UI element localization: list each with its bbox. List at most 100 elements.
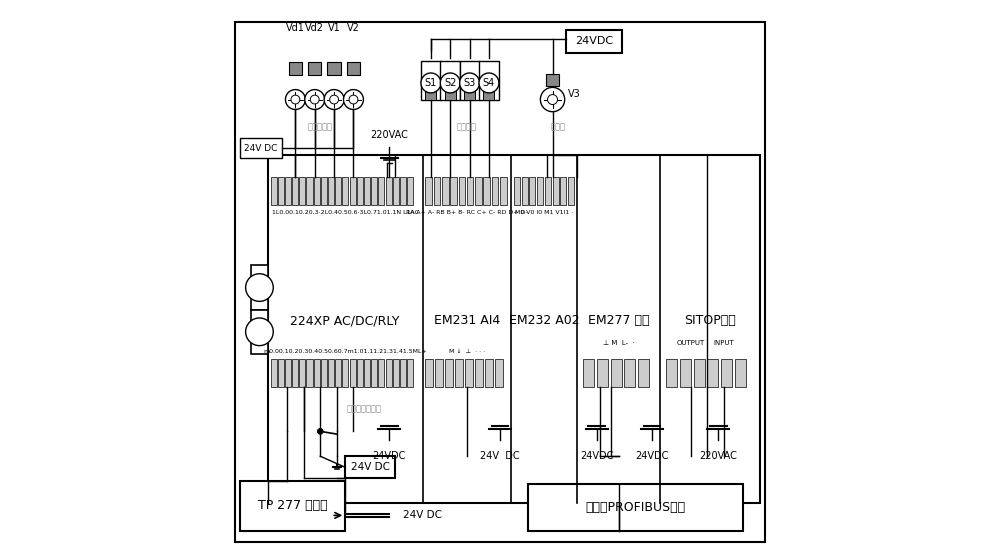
Bar — [321, 359, 327, 387]
Text: 压力采集: 压力采集 — [457, 123, 477, 132]
Bar — [393, 359, 399, 387]
Bar — [364, 177, 370, 205]
Bar — [666, 359, 677, 387]
Bar — [240, 481, 345, 531]
Circle shape — [246, 274, 273, 301]
Bar — [251, 265, 268, 310]
Text: V2: V2 — [347, 23, 360, 33]
Bar — [492, 177, 498, 205]
Bar — [321, 177, 327, 205]
Bar — [638, 359, 649, 387]
Bar — [285, 359, 291, 387]
Text: 控制电磁阀: 控制电磁阀 — [308, 123, 333, 132]
Bar — [566, 30, 622, 53]
Bar — [529, 177, 535, 205]
Bar — [485, 359, 493, 387]
Text: S4: S4 — [483, 78, 495, 88]
Bar — [342, 359, 348, 387]
Bar — [455, 359, 463, 387]
Text: 控制接钮或开关: 控制接钮或开关 — [347, 405, 382, 414]
Circle shape — [330, 95, 339, 104]
Text: EM231 AI4: EM231 AI4 — [434, 314, 500, 327]
Bar — [342, 177, 348, 205]
Text: V3: V3 — [568, 89, 581, 99]
Circle shape — [548, 95, 558, 105]
Bar — [483, 91, 494, 100]
Circle shape — [421, 73, 441, 93]
Circle shape — [310, 95, 319, 104]
Text: 224XP AC/DC/RLY: 224XP AC/DC/RLY — [290, 314, 400, 327]
Bar — [328, 359, 334, 387]
Text: 24VDC: 24VDC — [580, 451, 613, 461]
Bar — [707, 359, 718, 387]
Bar — [475, 177, 482, 205]
Bar — [597, 359, 608, 387]
Bar — [306, 177, 313, 205]
Circle shape — [285, 90, 305, 109]
Bar — [568, 177, 574, 205]
Bar — [495, 359, 503, 387]
Bar — [308, 62, 321, 75]
Bar — [479, 61, 499, 100]
Bar — [425, 91, 436, 100]
Circle shape — [318, 429, 323, 434]
Bar — [314, 359, 320, 387]
Text: 24V DC: 24V DC — [351, 462, 390, 472]
Text: 24V DC: 24V DC — [244, 144, 277, 153]
Bar — [514, 177, 520, 205]
Bar — [240, 138, 282, 158]
Bar — [425, 359, 433, 387]
Bar — [328, 177, 334, 205]
Bar — [251, 310, 268, 354]
Bar — [440, 61, 460, 100]
Circle shape — [344, 90, 363, 109]
Bar — [407, 177, 413, 205]
Text: M ↓  ⊥  · · ·: M ↓ ⊥ · · · — [449, 348, 485, 354]
Bar — [435, 359, 443, 387]
Circle shape — [291, 95, 300, 104]
Bar — [500, 177, 507, 205]
Text: 1L0.00.10.20.3·2L0.40.50.6·3L0.71.01.1N L1AC: 1L0.00.10.20.3·2L0.40.50.6·3L0.71.01.1N … — [272, 210, 419, 216]
Bar — [445, 91, 456, 100]
Bar — [299, 177, 305, 205]
Bar — [292, 177, 298, 205]
Bar — [583, 359, 594, 387]
Circle shape — [460, 73, 480, 93]
Bar — [364, 359, 370, 387]
Bar — [371, 177, 377, 205]
Bar — [357, 177, 363, 205]
Text: 220VAC: 220VAC — [370, 131, 408, 140]
Bar — [350, 359, 356, 387]
Text: 伺服阀: 伺服阀 — [551, 123, 566, 132]
Bar — [611, 359, 622, 387]
Bar — [314, 177, 320, 205]
Text: EM277 通讯: EM277 通讯 — [588, 314, 650, 327]
Bar — [425, 177, 432, 205]
Text: 24V  DC: 24V DC — [480, 451, 520, 461]
Bar — [285, 177, 291, 205]
Circle shape — [540, 87, 565, 112]
Bar — [335, 177, 341, 205]
Bar — [327, 62, 341, 75]
Bar — [537, 177, 543, 205]
Text: RA A+ A- RB B+ B- RC C+ C- RD D+ D-: RA A+ A- RB B+ B- RC C+ C- RD D+ D- — [406, 210, 528, 216]
Text: V1: V1 — [328, 23, 340, 33]
Bar — [306, 359, 313, 387]
Bar — [528, 484, 743, 531]
Bar — [345, 456, 395, 478]
Bar — [278, 359, 284, 387]
Bar — [407, 359, 413, 387]
Bar — [400, 177, 406, 205]
Bar — [434, 177, 440, 205]
Bar — [680, 359, 691, 387]
Text: 连接至PROFIBUS网络: 连接至PROFIBUS网络 — [585, 501, 686, 514]
Bar — [271, 359, 277, 387]
Bar — [522, 177, 528, 205]
Bar — [460, 61, 480, 100]
Bar — [378, 177, 384, 205]
Circle shape — [479, 73, 499, 93]
Bar — [271, 177, 277, 205]
Text: 24VDC: 24VDC — [575, 36, 613, 46]
Bar — [400, 359, 406, 387]
Text: TP 277 触摸屏: TP 277 触摸屏 — [258, 499, 327, 513]
